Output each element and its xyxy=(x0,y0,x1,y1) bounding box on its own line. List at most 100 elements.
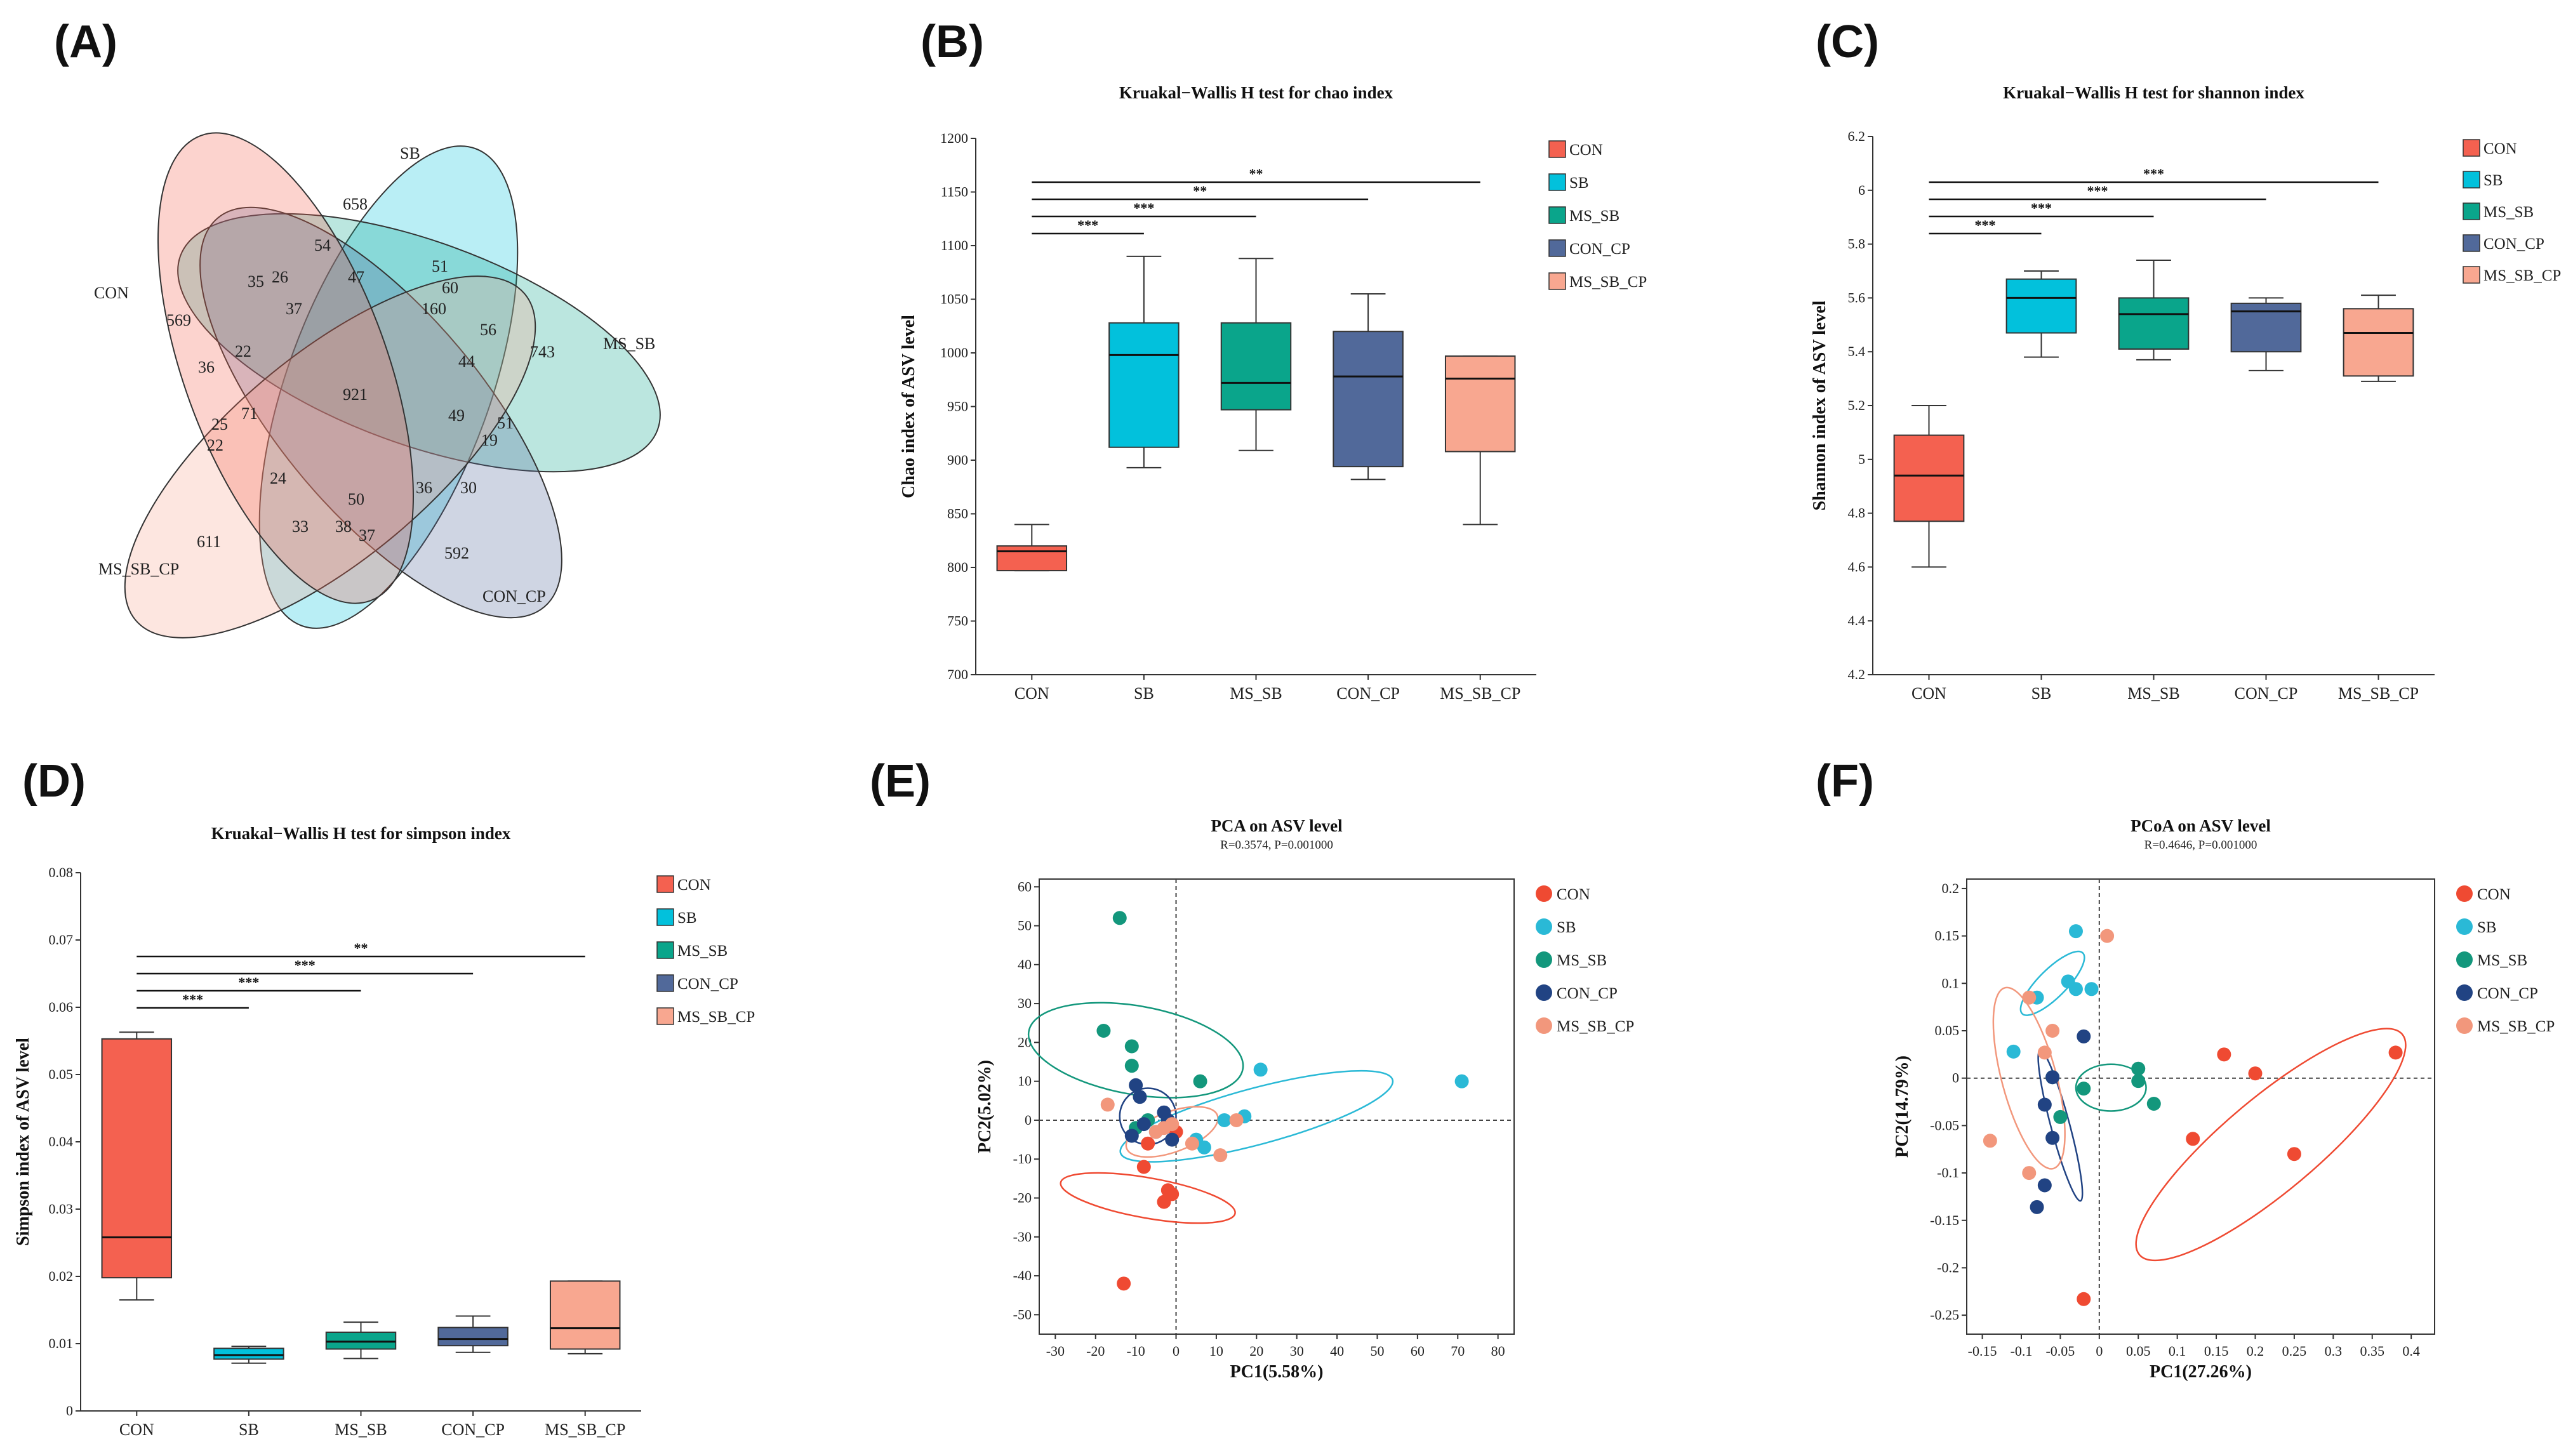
y-tick-label: 850 xyxy=(947,506,968,522)
legend-swatch xyxy=(2463,171,2480,189)
x-tick-label: CON xyxy=(119,1420,154,1439)
legend-label: MS_SB_CP xyxy=(1569,274,1647,291)
venn-count: 24 xyxy=(270,469,286,487)
venn-label-con-cp: CON_CP xyxy=(482,587,546,606)
box-ms-sb-cp xyxy=(549,1280,621,1350)
box-con xyxy=(1893,434,1965,522)
confidence-ellipse-con-cp xyxy=(2037,1049,2084,1202)
x-tick-label: MS_SB_CP xyxy=(1440,684,1520,703)
x-tick-label: 50 xyxy=(1370,1343,1384,1359)
boxplot-chao: Kruakal−Wallis H test for chao index 700 7… xyxy=(899,83,1647,703)
x-tick-label: 30 xyxy=(1290,1343,1304,1359)
y-tick-label: 0.04 xyxy=(49,1134,74,1149)
x-tick-label: CON_CP xyxy=(1336,684,1400,703)
y-tick-label: 4.2 xyxy=(1848,666,1866,682)
legend-swatch xyxy=(656,908,674,926)
significance-label: *** xyxy=(2143,166,2164,182)
panel-label-f: (F) xyxy=(1816,756,1874,807)
point-sb xyxy=(1454,1074,1469,1089)
point-sb xyxy=(2068,924,2083,939)
venn-diagram: SB CON MS_SB MS_SB_CP CON_CP 658 569 743… xyxy=(94,132,661,639)
panel-label-e: (E) xyxy=(870,756,931,807)
point-con xyxy=(2217,1047,2231,1062)
legend-marker xyxy=(1536,918,1552,935)
y-tick-label: -50 xyxy=(1013,1306,1032,1322)
legend-swatch xyxy=(1548,140,1566,158)
chart-title: Kruakal−Wallis H test for chao index xyxy=(1119,83,1393,102)
confidence-ellipse-sb xyxy=(1119,1069,1394,1163)
legend-label: MS_SB xyxy=(2483,204,2534,221)
box-ms-sb xyxy=(325,1331,397,1350)
x-tick-label: 80 xyxy=(1491,1343,1505,1359)
y-tick-label: 950 xyxy=(947,399,968,414)
x-tick-label: 0.1 xyxy=(2169,1343,2186,1359)
point-ms-sb xyxy=(1124,1039,1139,1054)
legend-marker xyxy=(2456,984,2473,1001)
x-axis-label: PC1(5.58%) xyxy=(1230,1362,1324,1382)
y-tick-label: 60 xyxy=(1018,878,1032,894)
point-con-cp xyxy=(1129,1078,1143,1092)
legend-label: CON_CP xyxy=(2483,235,2544,253)
legend-marker xyxy=(2456,1017,2473,1034)
x-tick-label: CON_CP xyxy=(441,1420,505,1439)
legend-label: MS_SB_CP xyxy=(2483,267,2561,284)
venn-count: 54 xyxy=(314,236,331,255)
venn-count: 19 xyxy=(481,431,498,449)
x-tick-label: 0.35 xyxy=(2360,1343,2384,1359)
legend-swatch xyxy=(1548,239,1566,257)
venn-label-sb: SB xyxy=(400,144,420,162)
y-tick-label: 40 xyxy=(1018,956,1032,972)
chart-subtitle: R=0.3574, P=0.001000 xyxy=(1220,838,1333,852)
x-axis-label: PC1(27.26%) xyxy=(2150,1362,2252,1382)
point-con-cp xyxy=(1124,1128,1139,1143)
venn-count: 44 xyxy=(458,352,475,371)
legend-marker xyxy=(1536,951,1552,968)
legend-label: SB xyxy=(2483,172,2503,189)
x-tick-label: SB xyxy=(239,1420,259,1439)
y-tick-label: 5.2 xyxy=(1848,397,1866,413)
y-tick-label: -40 xyxy=(1013,1267,1032,1283)
y-tick-label: 0 xyxy=(1025,1112,1032,1128)
venn-count: 38 xyxy=(335,517,352,536)
y-tick-label: 1150 xyxy=(941,184,968,200)
legend-label: MS_SB xyxy=(2477,952,2527,969)
legend-swatch xyxy=(2463,202,2480,220)
x-tick-label: 0.2 xyxy=(2247,1343,2264,1359)
x-tick-label: 70 xyxy=(1451,1343,1465,1359)
legend-label: SB xyxy=(1557,919,1576,936)
venn-count: 22 xyxy=(207,436,223,454)
legend-label: MS_SB_CP xyxy=(1557,1018,1634,1035)
y-axis-label: Simpson index of ASV level xyxy=(13,1038,33,1246)
point-con xyxy=(1141,1136,1155,1151)
legend-swatch xyxy=(656,974,674,992)
venn-label-con: CON xyxy=(94,284,129,302)
venn-set-sb xyxy=(258,145,519,629)
x-tick-label: MS_SB_CP xyxy=(545,1420,625,1439)
venn-count: 35 xyxy=(248,272,264,291)
x-tick-label: 60 xyxy=(1411,1343,1425,1359)
venn-count: 160 xyxy=(422,300,446,318)
significance-label: *** xyxy=(2087,183,2108,199)
y-tick-label: -0.2 xyxy=(1937,1259,1959,1275)
y-tick-label: 4.4 xyxy=(1848,612,1866,628)
point-con xyxy=(2287,1147,2301,1161)
point-con-cp xyxy=(2037,1097,2052,1112)
y-tick-label: 0.02 xyxy=(49,1268,74,1284)
plot-frame xyxy=(1966,878,2435,1335)
point-ms-sb xyxy=(2131,1074,2146,1089)
y-tick-label: 1050 xyxy=(940,291,968,307)
point-ms-sb-cp xyxy=(1157,1121,1171,1135)
legend-marker xyxy=(1536,984,1552,1001)
legend-swatch xyxy=(2463,266,2480,284)
y-axis-label: PC2(5.02%) xyxy=(975,1060,995,1153)
venn-set-ms-sb-cp xyxy=(124,275,536,639)
y-tick-label: -30 xyxy=(1013,1229,1032,1245)
x-tick-label: 0.3 xyxy=(2325,1343,2343,1359)
venn-count: 36 xyxy=(198,358,215,376)
legend-marker xyxy=(1536,1017,1552,1034)
legend-label: CON xyxy=(2477,886,2511,903)
point-ms-sb xyxy=(1193,1074,1207,1089)
significance-label: *** xyxy=(238,974,259,990)
x-tick-label: MS_SB xyxy=(2127,684,2179,703)
